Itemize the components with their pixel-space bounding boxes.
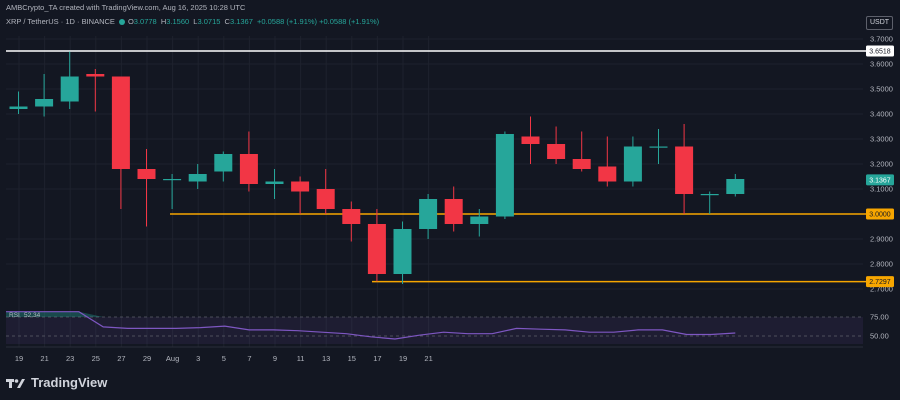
open-value: 3.0778 bbox=[133, 17, 157, 26]
date-tick-label: 19 bbox=[399, 354, 407, 363]
symbol-title: XRP / TetherUS · 1D · BINANCE bbox=[6, 17, 115, 26]
candle-body bbox=[316, 189, 335, 209]
rsi-label: RSI bbox=[9, 312, 20, 319]
price-tick-label: 3.4000 bbox=[870, 110, 893, 119]
candle-body bbox=[547, 144, 566, 159]
date-tick-label: Aug bbox=[166, 354, 179, 363]
candle-body bbox=[214, 154, 233, 172]
candle-body bbox=[60, 76, 79, 102]
candle-body bbox=[35, 99, 54, 107]
price-tick-label: 3.3000 bbox=[870, 135, 893, 144]
price-tick-label: 3.6000 bbox=[870, 60, 893, 69]
level-badge-label: 3.0000 bbox=[869, 212, 891, 219]
date-tick-label: 11 bbox=[297, 354, 305, 363]
low-label: L bbox=[193, 17, 198, 26]
last-price-badge bbox=[866, 174, 894, 186]
level-badge bbox=[866, 208, 894, 220]
candle-body bbox=[239, 154, 258, 184]
date-tick-label: 29 bbox=[143, 354, 151, 363]
candle-body bbox=[521, 136, 540, 144]
date-tick-label: 27 bbox=[117, 354, 125, 363]
rsi-value-label: 52.34 bbox=[24, 312, 41, 319]
price-tick-label: 2.9000 bbox=[870, 235, 893, 244]
price-tick-label: 2.7000 bbox=[870, 285, 893, 294]
symbol-legend[interactable]: XRP / TetherUS · 1D · BINANCE O3.0778 H3.… bbox=[6, 17, 379, 26]
market-status-dot-icon bbox=[118, 19, 125, 26]
candle-body bbox=[726, 179, 745, 194]
level-badge bbox=[866, 45, 894, 57]
date-tick-label: 21 bbox=[40, 354, 48, 363]
tradingview-logo-icon bbox=[6, 378, 25, 388]
date-tick-label: 5 bbox=[222, 354, 226, 363]
candle-body bbox=[265, 181, 284, 184]
candle-body bbox=[675, 146, 694, 194]
candle-body bbox=[367, 224, 386, 274]
rsi-level-label: 75.00 bbox=[870, 313, 889, 322]
price-tick-label: 3.7000 bbox=[870, 35, 893, 44]
brand[interactable]: TradingView bbox=[6, 375, 107, 390]
candle-body bbox=[572, 159, 591, 169]
rsi-overbought-fill bbox=[6, 311, 104, 317]
date-tick-label: 21 bbox=[424, 354, 432, 363]
open-label: O bbox=[127, 17, 134, 26]
last-price-label: 3.1367 bbox=[869, 177, 891, 184]
date-tick-label: 3 bbox=[196, 354, 200, 363]
level-badge-label: 2.7297 bbox=[869, 279, 891, 286]
rsi-level-label: 50.00 bbox=[870, 332, 889, 341]
candle-body bbox=[649, 146, 668, 148]
rsi-band bbox=[6, 317, 863, 344]
candle-body bbox=[700, 194, 719, 196]
candle-body bbox=[342, 209, 361, 224]
date-tick-label: 23 bbox=[66, 354, 74, 363]
date-tick-label: 9 bbox=[273, 354, 277, 363]
candle-body bbox=[393, 229, 412, 274]
candle-body bbox=[444, 199, 463, 224]
level-badge-label: 3.6518 bbox=[869, 49, 891, 56]
price-tick-label: 2.8000 bbox=[870, 260, 893, 269]
horizontal-levels[interactable] bbox=[6, 50, 866, 283]
candle-body bbox=[495, 134, 514, 217]
candle-body bbox=[188, 174, 207, 182]
candle-body bbox=[9, 106, 28, 109]
candle-body bbox=[419, 199, 438, 229]
candle-body bbox=[291, 181, 310, 192]
date-tick-label: 7 bbox=[247, 354, 251, 363]
price-badges: 3.6518 3.0000 2.7297 3.1367 bbox=[866, 45, 894, 288]
high-label: H bbox=[160, 17, 167, 26]
close-value: 3.1367 bbox=[229, 17, 253, 26]
price-axis[interactable]: 3.7000 3.6000 3.5000 3.4000 3.3000 3.2000 3.10… bbox=[6, 35, 893, 348]
chart-caption: AMBCrypto_TA created with TradingView.co… bbox=[6, 3, 246, 12]
close-label: C bbox=[224, 17, 230, 26]
candle-body bbox=[111, 76, 130, 169]
price-tick-label: 3.5000 bbox=[870, 85, 893, 94]
date-tick-label: 15 bbox=[348, 354, 356, 363]
candle-body bbox=[623, 146, 642, 182]
currency-button[interactable]: USDT bbox=[866, 16, 893, 30]
price-tick-label: 3.1000 bbox=[870, 185, 893, 194]
date-tick-label: 17 bbox=[373, 354, 381, 363]
time-axis[interactable]: 19 21 23 25 27 29 Aug 3 5 7 9 11 13 15 17 19 21 bbox=[15, 354, 433, 363]
rsi-pane[interactable]: 75.00 50.00 RSI 52.34 bbox=[6, 311, 889, 348]
candle-body bbox=[86, 74, 105, 77]
price-tick-label: 3.2000 bbox=[870, 160, 893, 169]
low-value: 3.0715 bbox=[197, 17, 221, 26]
rsi-line bbox=[6, 311, 736, 340]
candle-body bbox=[470, 216, 489, 224]
candle-body bbox=[137, 169, 156, 179]
change-value-2: +0.0588 (+1.91%) bbox=[319, 17, 380, 26]
date-tick-label: 13 bbox=[322, 354, 330, 363]
change-value: +0.0588 (+1.91%) bbox=[256, 17, 318, 26]
candles bbox=[9, 51, 745, 284]
date-tick-label: 25 bbox=[92, 354, 100, 363]
level-badge bbox=[866, 276, 894, 288]
brand-name: TradingView bbox=[31, 375, 108, 390]
high-value: 3.1560 bbox=[166, 17, 190, 26]
date-tick-label: 19 bbox=[15, 354, 23, 363]
candle-body bbox=[598, 166, 617, 182]
candle-body bbox=[163, 179, 182, 181]
